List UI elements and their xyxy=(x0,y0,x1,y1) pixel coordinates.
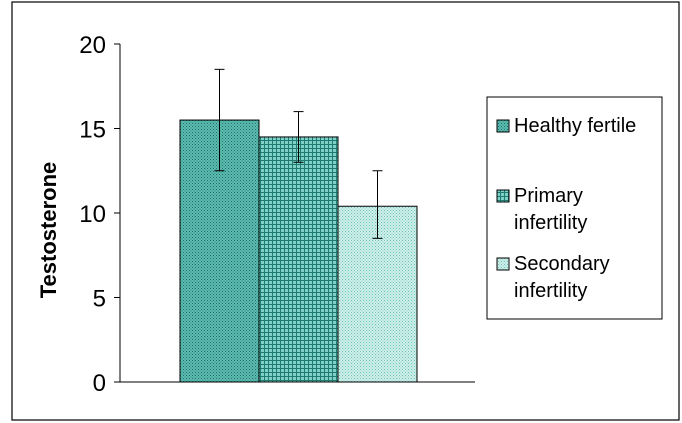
bar-2 xyxy=(258,136,339,383)
legend-label: Healthy fertile xyxy=(514,115,636,137)
legend-box xyxy=(486,96,663,320)
legend-label: Secondary xyxy=(514,253,610,275)
y-axis-ticks: 0 5 10 15 20 xyxy=(79,32,120,397)
legend: Healthy fertilePrimaryinfertilitySeconda… xyxy=(486,96,663,320)
chart-border xyxy=(11,1,680,421)
y-tick-label: 10 xyxy=(79,201,106,228)
y-axis-label: Testosterone xyxy=(36,162,61,299)
error-bars xyxy=(214,68,383,239)
error-bar-1 xyxy=(214,68,225,172)
error-bar-2 xyxy=(293,111,304,163)
error-bar-3 xyxy=(372,170,383,239)
legend-item-3: Secondary infertility xyxy=(496,253,610,302)
legend-label: infertility xyxy=(514,212,587,234)
legend-item-1: Healthy fertile xyxy=(496,115,636,137)
legend-label: infertility xyxy=(514,280,587,302)
legend-swatch xyxy=(496,189,510,203)
y-tick-label: 0 xyxy=(93,370,106,397)
legend-swatch xyxy=(496,257,510,271)
legend-item-2: Primary infertility xyxy=(496,185,587,234)
legend-swatch xyxy=(496,119,510,133)
y-tick-label: 20 xyxy=(79,32,106,59)
y-tick-label: 5 xyxy=(93,286,106,313)
legend-label: Primary xyxy=(514,185,583,207)
y-tick-label: 15 xyxy=(79,117,106,144)
